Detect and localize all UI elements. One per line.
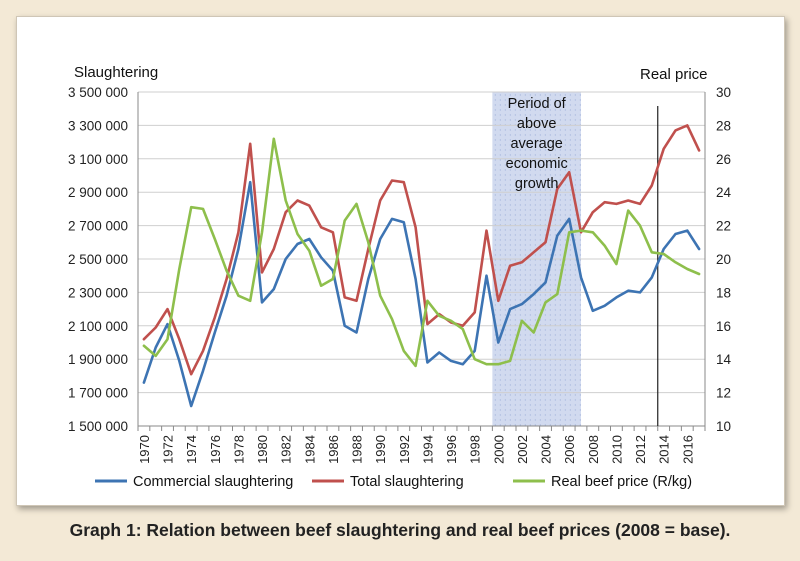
x-tick-label: 1996 bbox=[444, 435, 459, 464]
x-tick-label: 1986 bbox=[326, 435, 341, 464]
x-tick-label: 2004 bbox=[539, 435, 554, 464]
x-tick-label: 1972 bbox=[161, 435, 176, 464]
y-left-tick-label: 2 500 000 bbox=[68, 252, 128, 267]
x-tick-label: 2000 bbox=[491, 435, 506, 464]
x-tick-label: 1980 bbox=[255, 435, 270, 464]
x-tick-label: 1970 bbox=[137, 435, 152, 464]
right-axis-title: Real price bbox=[640, 66, 708, 83]
x-tick-label: 2014 bbox=[657, 435, 672, 464]
x-tick-label: 2010 bbox=[609, 435, 624, 464]
x-tick-label: 1974 bbox=[184, 435, 199, 464]
y-left-tick-label: 1 700 000 bbox=[68, 386, 128, 401]
y-right-tick-label: 14 bbox=[716, 352, 732, 367]
y-right-tick-label: 18 bbox=[716, 285, 731, 300]
x-tick-label: 1998 bbox=[468, 435, 483, 464]
y-left-tick-label: 1 500 000 bbox=[68, 419, 128, 434]
y-right-tick-label: 22 bbox=[716, 219, 731, 234]
y-right-tick-label: 30 bbox=[716, 85, 731, 100]
x-tick-label: 2002 bbox=[515, 435, 530, 464]
legend-label: Commercial slaughtering bbox=[133, 474, 293, 490]
x-tick-label: 1994 bbox=[420, 435, 435, 464]
x-tick-label: 1988 bbox=[350, 435, 365, 464]
legend-label: Total slaughtering bbox=[350, 474, 464, 490]
y-right-tick-label: 26 bbox=[716, 152, 731, 167]
x-tick-label: 1992 bbox=[397, 435, 412, 464]
x-tick-label: 1984 bbox=[302, 435, 317, 464]
x-tick-label: 2016 bbox=[680, 435, 695, 464]
x-tick-label: 2012 bbox=[633, 435, 648, 464]
shaded-period-texture bbox=[494, 94, 582, 426]
y-right-tick-label: 20 bbox=[716, 252, 731, 267]
y-right-tick-label: 28 bbox=[716, 118, 731, 133]
y-left-tick-label: 2 700 000 bbox=[68, 219, 128, 234]
y-left-tick-label: 2 300 000 bbox=[68, 285, 128, 300]
y-left-tick-label: 3 500 000 bbox=[68, 85, 128, 100]
chart-frame bbox=[16, 16, 785, 506]
figure-caption: Graph 1: Relation between beef slaughter… bbox=[69, 520, 731, 540]
x-tick-label: 1982 bbox=[279, 435, 294, 464]
y-left-tick-label: 2 100 000 bbox=[68, 319, 128, 334]
x-tick-label: 1990 bbox=[373, 435, 388, 464]
y-right-tick-label: 10 bbox=[716, 419, 731, 434]
shaded-period-annotation: Period of above average economic growth bbox=[506, 96, 568, 192]
x-tick-label: 1978 bbox=[231, 435, 246, 464]
series-line-real-beef-price-r-kg bbox=[142, 137, 701, 368]
left-axis-title: Slaughtering bbox=[74, 64, 158, 81]
x-tick-label: 2008 bbox=[586, 435, 601, 464]
y-right-tick-label: 12 bbox=[716, 386, 731, 401]
y-left-tick-label: 2 900 000 bbox=[68, 185, 128, 200]
y-left-tick-label: 1 900 000 bbox=[68, 352, 128, 367]
series-line-commercial-slaughtering bbox=[142, 180, 701, 408]
y-left-tick-label: 3 100 000 bbox=[68, 152, 128, 167]
y-right-tick-label: 24 bbox=[716, 185, 732, 200]
series-line-total-slaughtering bbox=[142, 124, 701, 376]
y-left-tick-label: 3 300 000 bbox=[68, 118, 128, 133]
y-right-tick-label: 16 bbox=[716, 319, 731, 334]
legend-label: Real beef price (R/kg) bbox=[551, 474, 692, 490]
x-tick-label: 1976 bbox=[208, 435, 223, 464]
x-tick-label: 2006 bbox=[562, 435, 577, 464]
